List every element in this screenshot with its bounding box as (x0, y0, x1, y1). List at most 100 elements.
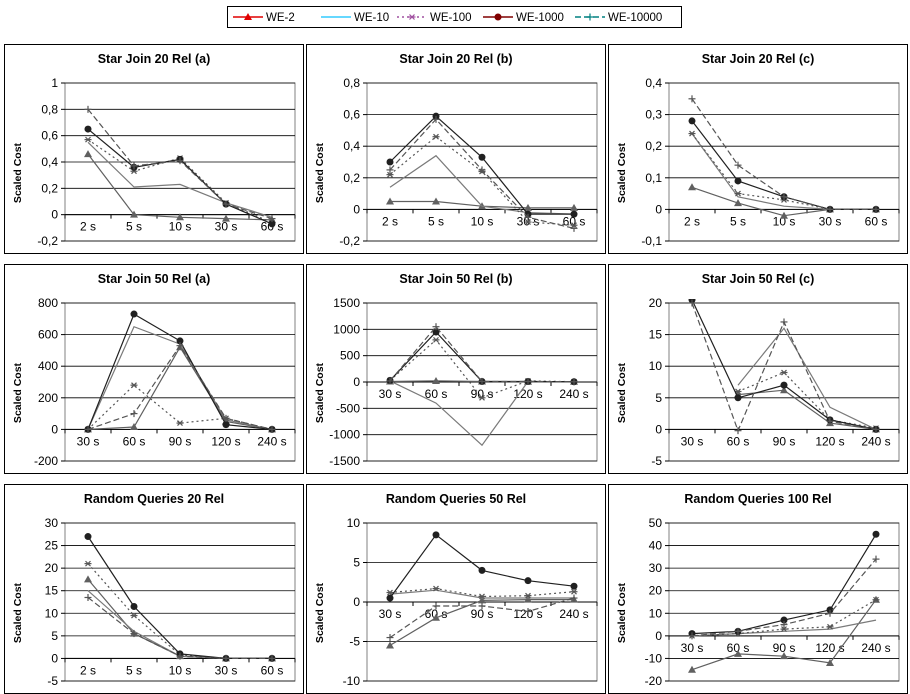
x-tick-label: 30 s (379, 387, 402, 401)
y-tick-label: 1 (51, 76, 58, 90)
y-tick-label: 0 (655, 629, 662, 643)
data-point (130, 310, 138, 318)
series-we-2 (688, 595, 880, 673)
legend-entry: WE-10000 (575, 12, 662, 24)
legend-entry: WE-2 (233, 12, 295, 24)
legend-entry: WE-10 (321, 12, 389, 24)
y-tick-label: 0,1 (645, 171, 662, 185)
x-tick-label: 90 s (773, 641, 796, 655)
data-point (524, 377, 532, 385)
series-we-1000 (386, 112, 578, 218)
chart-panel: Random Queries 50 Rel Scaled Cost -10 -5 0 5 1… (306, 484, 606, 694)
data-point (570, 224, 578, 232)
series-line (737, 327, 877, 430)
data-point (478, 596, 486, 604)
y-tick-label: 5 (353, 556, 360, 570)
data-point (524, 219, 532, 225)
data-point (432, 197, 440, 205)
data-point (268, 220, 276, 228)
data-point (386, 634, 394, 642)
data-point (386, 171, 394, 178)
data-point (872, 425, 880, 433)
series-we-10000 (688, 95, 880, 213)
data-point (176, 337, 184, 345)
data-point (386, 166, 394, 174)
chart-plot-area: -200 0 200 400 600 800 30 s 60 s 90 s 120 s 240 s (34, 296, 296, 468)
x-tick-label: 2 s (80, 663, 96, 677)
data-point (130, 612, 138, 619)
data-point (84, 575, 92, 583)
y-tick-label: 0,4 (41, 155, 58, 169)
data-point (84, 593, 92, 601)
y-tick-label: 600 (38, 328, 58, 342)
x-tick-label: 30 s (681, 434, 704, 448)
data-point (780, 386, 788, 394)
series-we-10000 (84, 593, 276, 662)
data-point (872, 596, 880, 603)
x-tick-label: 10 s (773, 214, 796, 228)
series-line (691, 133, 876, 210)
y-tick-label: 10 (347, 516, 361, 530)
x-tick-label: 60 s (727, 641, 750, 655)
data-point (734, 177, 742, 185)
y-tick-label: 50 (649, 516, 663, 530)
x-tick-label: 2 s (382, 214, 398, 228)
data-point (176, 213, 184, 221)
chart-title: Random Queries 50 Rel (385, 492, 527, 506)
y-tick-label: 10 (649, 606, 663, 620)
data-point (688, 632, 696, 640)
series-we-10000 (688, 299, 880, 435)
data-point (570, 210, 578, 218)
data-point (176, 342, 184, 350)
y-tick-label: -10 (645, 651, 663, 665)
data-point (478, 602, 486, 610)
legend-label: WE-10 (354, 12, 389, 24)
x-tick-label: 10 s (169, 663, 192, 677)
data-point (176, 157, 184, 165)
y-tick-label: 0 (353, 595, 360, 609)
y-tick-label: 30 (649, 561, 663, 575)
data-point (780, 211, 788, 219)
series-line (389, 135, 575, 226)
data-point (734, 427, 742, 435)
data-point (386, 641, 394, 649)
data-point (222, 200, 230, 208)
x-tick-label: 240 s (559, 387, 588, 401)
x-tick-label: 2 s (684, 214, 700, 228)
data-point (688, 95, 696, 103)
data-point (176, 652, 184, 660)
x-tick-label: 30 s (681, 641, 704, 655)
data-point (432, 585, 440, 592)
data-point (734, 649, 742, 657)
y-tick-label: 5 (51, 629, 58, 643)
y-tick-label: -5 (349, 635, 360, 649)
y-tick-label: -1000 (329, 428, 360, 442)
x-tick-label: 90 s (773, 434, 796, 448)
data-point (432, 602, 440, 610)
series-we-1000 (386, 531, 578, 602)
y-tick-label: 0 (51, 208, 58, 222)
data-point (84, 425, 92, 433)
x-tick-label: 240 s (559, 607, 588, 621)
x-tick-label: 90 s (471, 607, 494, 621)
y-tick-label: 40 (649, 539, 663, 553)
series-line (737, 389, 877, 430)
chart-panel: Star Join 20 Rel (b) Scaled Cost -0,2 0 0,2 0… (306, 44, 606, 254)
y-tick-label: 0,6 (41, 129, 58, 143)
data-point (268, 654, 276, 662)
chart-plot-area: -20 -10 0 10 20 30 40 50 30 s 60 s 90 s 120 s 240 s (645, 516, 900, 688)
x-tick-label: 120 s (815, 434, 844, 448)
x-tick-label: 30 s (77, 434, 100, 448)
legend-label: WE-2 (266, 12, 295, 24)
legend-label: WE-10000 (608, 12, 662, 24)
data-point (478, 394, 486, 401)
chart-plot-area: -5 0 5 10 15 20 30 s 60 s 90 s 120 s 240 s (649, 296, 900, 468)
data-point (570, 203, 578, 211)
data-point (780, 652, 788, 660)
x-tick-label: 240 s (861, 641, 890, 655)
data-point (872, 555, 880, 563)
y-tick-label: 20 (45, 561, 59, 575)
data-point (524, 592, 532, 599)
